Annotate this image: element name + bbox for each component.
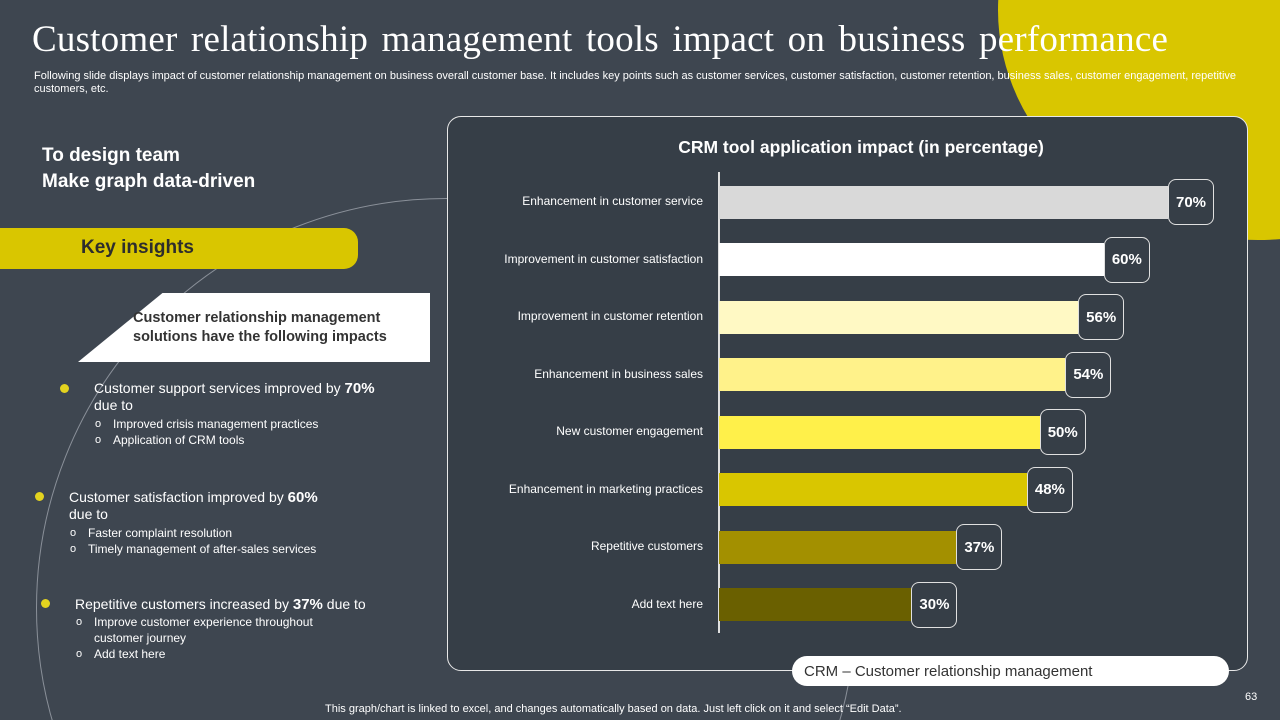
design-team-note: To design team Make graph data-driven xyxy=(42,143,255,195)
insight-highlight: 37% xyxy=(292,596,323,613)
insight-points: Improve customer experience throughout c… xyxy=(76,614,346,662)
bar[interactable] xyxy=(719,358,1066,391)
data-label: 30% xyxy=(911,581,958,628)
category-label: Repetitive customers xyxy=(590,539,703,553)
bullet-dot-icon xyxy=(41,599,50,608)
insight-point: Faster complaint resolution xyxy=(70,525,316,541)
insight-heading: Customer support services improved by 70… xyxy=(94,380,375,414)
legend-text: CRM – Customer relationship management xyxy=(804,663,1093,680)
chart-y-axis xyxy=(718,172,720,633)
insight-point: Improved crisis management practices xyxy=(95,416,318,432)
category-label: Improvement in customer satisfaction xyxy=(504,251,703,266)
key-insights-label: Key insights xyxy=(81,237,194,258)
category-label: Improvement in customer retention xyxy=(517,309,703,323)
legend-pill xyxy=(792,656,1229,686)
data-label: 60% xyxy=(1103,236,1150,283)
insight-point: Application of CRM tools xyxy=(95,432,318,448)
insight-highlight: 70% xyxy=(344,380,375,397)
key-insights-banner xyxy=(0,228,358,269)
bar[interactable] xyxy=(719,243,1104,276)
insight-text: Customer support services improved by xyxy=(94,380,345,396)
insight-points: Faster complaint resolution Timely manag… xyxy=(70,525,316,557)
slide-title: Customer relationship management tools i… xyxy=(32,19,1169,60)
category-label: Add text here xyxy=(631,596,703,611)
bar[interactable] xyxy=(719,588,912,621)
insight-text: Repetitive customers increased by xyxy=(75,596,293,612)
chart-title: CRM tool application impact (in percenta… xyxy=(678,137,1044,157)
insight-point: Add text here xyxy=(76,646,346,662)
data-label: 70% xyxy=(1168,179,1214,225)
insight-points: Improved crisis management practices App… xyxy=(95,416,318,448)
category-label: Enhancement in customer service xyxy=(522,194,703,208)
bar[interactable] xyxy=(719,530,957,564)
insight-text: Customer satisfaction improved by xyxy=(69,489,288,505)
page-number: 63 xyxy=(1245,691,1258,703)
category-label: Enhancement in business sales xyxy=(534,366,703,381)
footer-note: This graph/chart is linked to excel, and… xyxy=(325,703,902,715)
bar[interactable] xyxy=(719,473,1027,506)
design-note-line-1: To design team xyxy=(42,145,180,166)
insight-heading: Repetitive customers increased by 37% du… xyxy=(75,596,366,613)
category-label: Enhancement in marketing practices xyxy=(508,481,703,496)
bullet-dot-icon xyxy=(35,492,44,501)
insight-highlight: 60% xyxy=(287,489,318,506)
data-label: 48% xyxy=(1026,466,1073,513)
design-note-line-2: Make graph data-driven xyxy=(42,171,256,192)
data-label: 37% xyxy=(956,524,1003,570)
data-label: 50% xyxy=(1039,409,1086,455)
bar[interactable] xyxy=(719,300,1079,334)
intro-box-text: Customer relationship management solutio… xyxy=(133,309,387,347)
bar[interactable] xyxy=(719,185,1168,219)
slide-subtitle: Following slide displays impact of custo… xyxy=(34,70,1237,95)
intro-line-2: solutions have the following impacts xyxy=(133,329,387,345)
insight-suffix: due to xyxy=(322,596,366,612)
insight-line2: due to xyxy=(69,506,108,522)
data-label: 54% xyxy=(1065,351,1112,398)
insight-line2: due to xyxy=(94,397,133,413)
data-label: 56% xyxy=(1078,294,1125,340)
bullet-dot-icon xyxy=(60,384,69,393)
intro-line-1: Customer relationship management xyxy=(133,310,381,326)
insight-point: Timely management of after-sales service… xyxy=(70,541,316,557)
category-label: New customer engagement xyxy=(556,424,703,438)
insight-heading: Customer satisfaction improved by 60% du… xyxy=(69,489,318,523)
insight-point: Improve customer experience throughout c… xyxy=(76,614,346,646)
bar[interactable] xyxy=(719,415,1040,449)
